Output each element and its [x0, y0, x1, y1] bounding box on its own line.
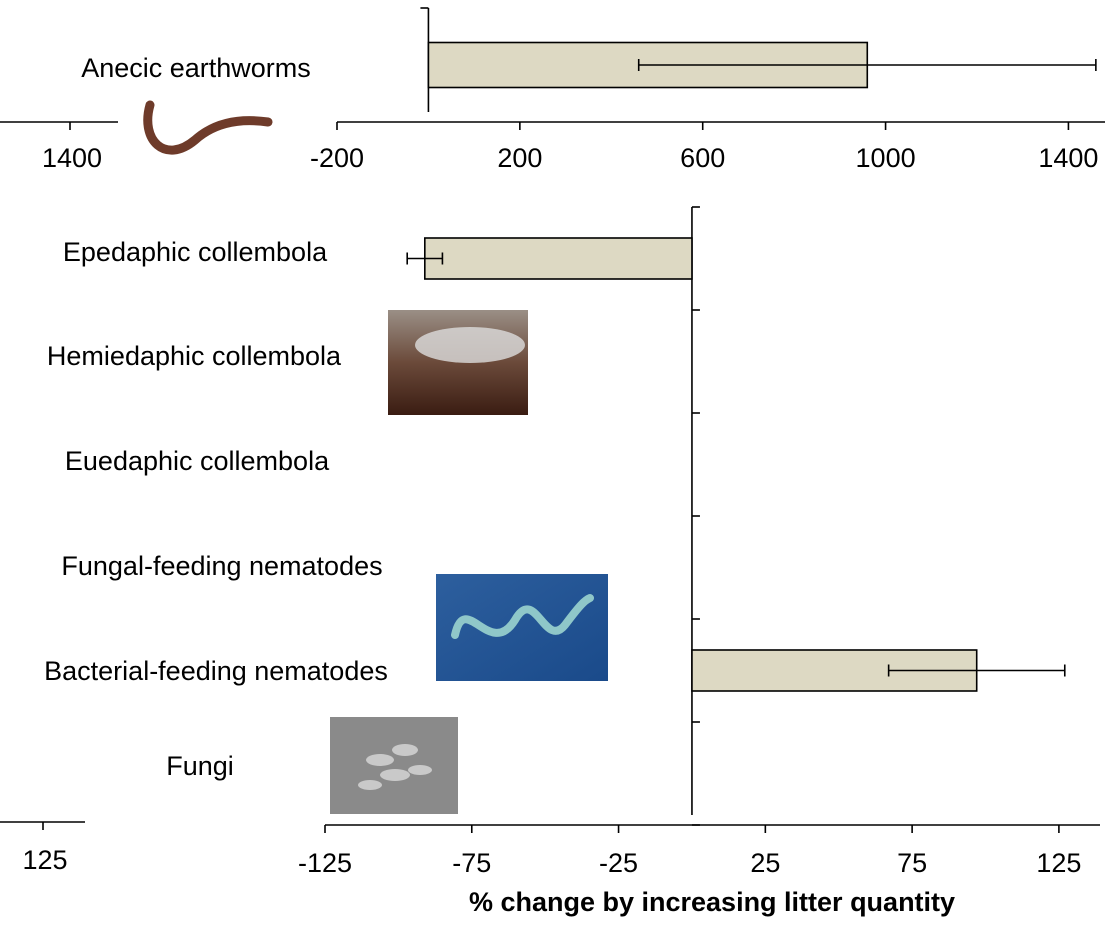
nematode-shape — [451, 594, 594, 639]
bar — [424, 237, 693, 280]
nematode-picture — [436, 574, 608, 681]
x-tick-label: 125 — [1036, 848, 1081, 878]
edge-label: 1400 — [42, 143, 102, 173]
x-tick-label: -200 — [310, 143, 364, 173]
x-tick-label: 1000 — [856, 143, 916, 173]
x-tick-label: 200 — [497, 143, 542, 173]
x-tick-label: 600 — [680, 143, 725, 173]
x-tick-label: -125 — [298, 848, 352, 878]
fungi-picture — [330, 717, 458, 814]
x-axis-title: % change by increasing litter quantity — [469, 887, 955, 917]
earthworm-picture — [143, 100, 273, 155]
error-bar — [637, 59, 1097, 71]
x-tick-label: 25 — [750, 848, 780, 878]
category-label: Bacterial-feeding nematodes — [44, 656, 388, 686]
x-tick-label: 1400 — [1038, 143, 1098, 173]
x-tick-label: -25 — [599, 848, 638, 878]
category-label: Euedaphic collembola — [65, 446, 330, 476]
x-tick-label: 75 — [897, 848, 927, 878]
collembola-shape — [415, 327, 525, 363]
category-label: Fungi — [166, 751, 234, 781]
category-label: Fungal-feeding nematodes — [61, 551, 382, 581]
error-bar — [887, 664, 1066, 677]
category-label: Epedaphic collembola — [63, 237, 328, 267]
edge-label: 125 — [22, 845, 67, 875]
fungi-shapes — [358, 744, 432, 790]
error-bar — [406, 252, 444, 265]
x-tick-label: -75 — [452, 848, 491, 878]
category-label: Hemiedaphic collembola — [47, 341, 342, 371]
category-label: Anecic earthworms — [81, 53, 311, 83]
